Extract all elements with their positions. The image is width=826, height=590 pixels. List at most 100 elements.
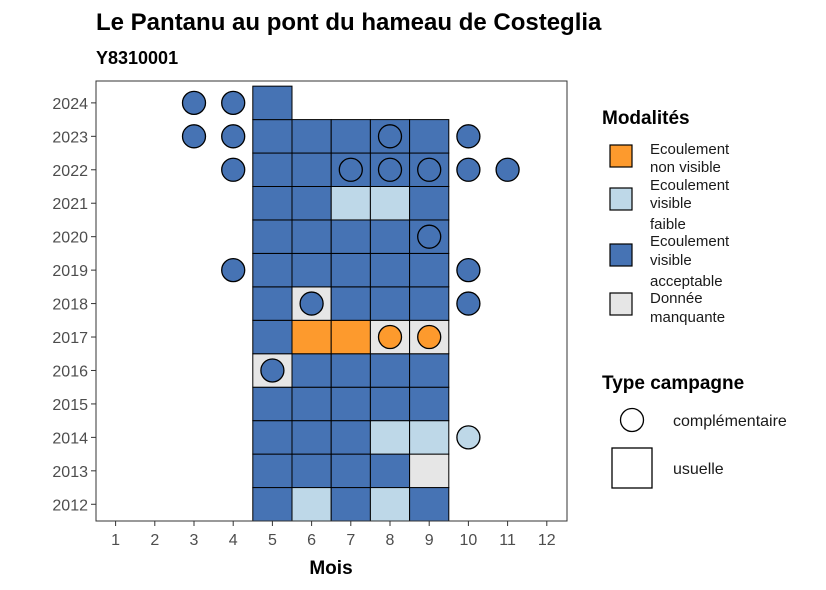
tile-2023-5 (252, 119, 293, 154)
legend-label: visible (650, 252, 692, 269)
x-tick-label: 7 (346, 532, 355, 549)
y-tick-label: 2023 (52, 129, 88, 146)
tile-2013-7 (330, 453, 371, 489)
tile-2016-7 (330, 353, 371, 388)
tile-2019-9 (409, 252, 450, 288)
legend-label: faible (650, 216, 686, 233)
point-2023-10 (456, 124, 481, 149)
tile-2012-5 (252, 487, 293, 522)
x-tick-label: 3 (190, 532, 199, 549)
y-tick-label: 2020 (52, 230, 88, 247)
chart-title: Le Pantanu au pont du hameau de Costegli… (96, 9, 602, 36)
point-2023-8 (377, 124, 403, 149)
legend-key-usuelle (611, 447, 653, 489)
legend-label: acceptable (650, 273, 723, 290)
y-tick-label: 2019 (52, 263, 88, 280)
point-2019-4 (221, 257, 246, 283)
tile-2014-5 (252, 420, 293, 455)
tile-2016-6 (291, 353, 332, 388)
tile-2024-5 (252, 85, 293, 121)
point-2018-10 (456, 291, 481, 316)
point-2019-10 (456, 257, 481, 283)
tile-2014-6 (291, 420, 332, 455)
y-tick-label: 2012 (52, 497, 88, 514)
tile-2021-9 (409, 186, 450, 221)
tile-2015-9 (409, 386, 450, 422)
tile-2017-6 (291, 319, 332, 355)
tile-2021-5 (252, 186, 293, 221)
tile-2021-6 (291, 186, 332, 221)
point-2020-9 (417, 224, 442, 249)
tile-2016-8 (369, 353, 411, 388)
tile-2020-7 (330, 219, 371, 254)
legend-key (609, 243, 633, 267)
tile-2019-8 (369, 252, 411, 288)
tile-2019-7 (330, 252, 371, 288)
tile-2022-6 (291, 152, 332, 188)
point-2022-10 (456, 157, 481, 182)
y-tick-label: 2013 (52, 464, 88, 481)
tile-2012-7 (330, 487, 371, 522)
y-tick-label: 2016 (52, 363, 88, 380)
tile-2016-9 (409, 353, 450, 388)
point-2017-8 (377, 324, 403, 350)
tile-2019-5 (252, 252, 293, 288)
legend-label: visible (650, 195, 692, 212)
point-2024-3 (181, 90, 207, 116)
x-tick-label: 4 (229, 532, 238, 549)
tile-2014-7 (330, 420, 371, 455)
x-tick-label: 5 (268, 532, 277, 549)
tile-2012-8 (369, 487, 411, 522)
tile-2022-5 (252, 152, 293, 188)
tile-2013-6 (291, 453, 332, 489)
x-axis-title: Mois (309, 558, 352, 579)
y-tick-label: 2024 (52, 96, 88, 113)
x-tick-label: 11 (499, 532, 516, 549)
y-tick-label: 2014 (52, 430, 88, 447)
legend-label: Ecoulement (650, 233, 730, 250)
tile-2015-7 (330, 386, 371, 422)
chart-subtitle: Y8310001 (96, 48, 178, 68)
tile-2017-5 (252, 319, 293, 355)
tile-2015-5 (252, 386, 293, 422)
tile-2014-8 (369, 420, 411, 455)
point-2022-4 (221, 157, 246, 182)
tile-2012-6 (291, 487, 332, 522)
x-tick-label: 8 (386, 532, 395, 549)
x-tick-label: 6 (307, 532, 316, 549)
legend-key (609, 144, 633, 168)
tile-2018-9 (409, 286, 450, 321)
tile-2012-9 (409, 487, 450, 522)
x-tick-label: 12 (538, 532, 556, 549)
tile-2021-8 (369, 186, 411, 221)
tile-2023-7 (330, 119, 371, 154)
tile-2020-8 (369, 219, 411, 254)
x-tick-label: 9 (425, 532, 434, 549)
tile-2020-5 (252, 219, 293, 254)
y-axis: 2012 2013 2014 2015 2016 2017 2018 2019 2020 2021… (52, 96, 96, 514)
point-2018-6 (299, 291, 324, 316)
point-2022-8 (377, 157, 403, 182)
point-2024-4 (221, 90, 246, 116)
x-tick-label: 2 (150, 532, 159, 549)
tile-2014-9 (409, 420, 450, 455)
point-2022-11 (495, 157, 520, 182)
legend-label: Ecoulement (650, 177, 730, 194)
point-2022-9 (417, 157, 442, 182)
legend-label: Ecoulement (650, 141, 730, 158)
tile-2015-6 (291, 386, 332, 422)
legend-key-complementaire (619, 407, 645, 433)
point-2014-10 (456, 425, 481, 450)
x-tick-label: 1 (111, 532, 120, 549)
legend-label: non visible (650, 159, 721, 176)
x-axis: 1 2 3 4 5 6 7 8 9 10 11 12 (111, 521, 556, 549)
y-tick-label: 2015 (52, 397, 88, 414)
legend-label-complementaire: complémentaire (673, 413, 787, 430)
legend-label-usuelle: usuelle (673, 461, 724, 478)
tile-2018-5 (252, 286, 293, 321)
tile-2019-6 (291, 252, 332, 288)
point-2023-3 (181, 124, 207, 149)
tile-2020-6 (291, 219, 332, 254)
